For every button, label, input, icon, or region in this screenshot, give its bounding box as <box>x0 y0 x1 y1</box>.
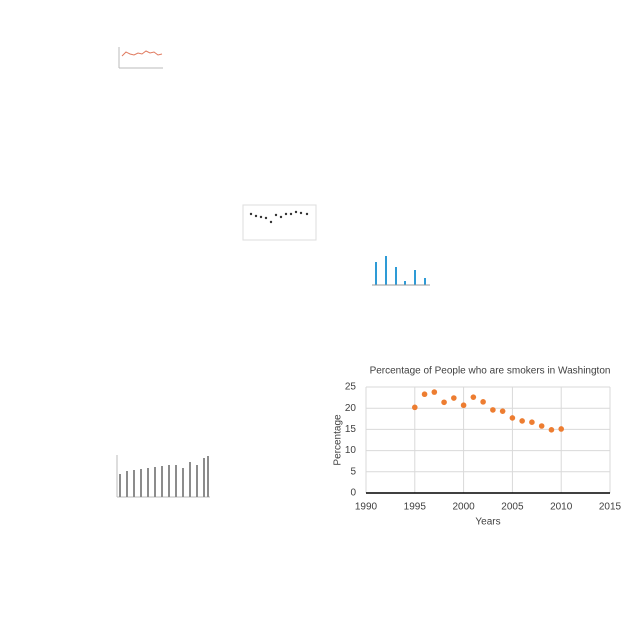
x-tick-label: 1990 <box>355 502 378 513</box>
chart-title: Percentage of People who are smokers in … <box>370 366 611 377</box>
point <box>480 399 486 405</box>
y-tick-label: 5 <box>350 466 356 477</box>
point <box>431 389 438 395</box>
point <box>490 407 496 413</box>
point <box>519 418 525 424</box>
y-tick-label: 10 <box>345 445 357 456</box>
point <box>412 404 418 411</box>
y-tick-label: 25 <box>345 382 357 393</box>
x-axis-label: Years <box>475 517 500 528</box>
y-tick-label: 20 <box>345 403 357 414</box>
x-tick-label: 2010 <box>550 502 573 513</box>
thumb-scatter-chart <box>242 204 317 241</box>
y-tick-label: 15 <box>345 424 357 435</box>
point <box>538 423 545 429</box>
point <box>509 415 516 421</box>
thumb-column-chart <box>116 455 210 498</box>
point <box>470 394 477 400</box>
point <box>499 408 506 414</box>
point <box>558 426 564 432</box>
thumb-bar-chart <box>372 256 430 286</box>
x-tick-label: 2015 <box>599 502 622 513</box>
x-tick-label: 1995 <box>404 502 427 513</box>
point <box>548 427 555 433</box>
point <box>441 399 447 406</box>
point <box>451 395 457 401</box>
y-axis-label: Percentage <box>333 414 344 466</box>
thumb-line-chart <box>118 47 163 69</box>
y-tick-label: 0 <box>350 488 356 499</box>
x-tick-label: 2000 <box>452 502 475 513</box>
x-tick-label: 2005 <box>501 502 524 513</box>
point <box>460 402 467 409</box>
point <box>529 419 535 425</box>
point <box>421 391 428 398</box>
